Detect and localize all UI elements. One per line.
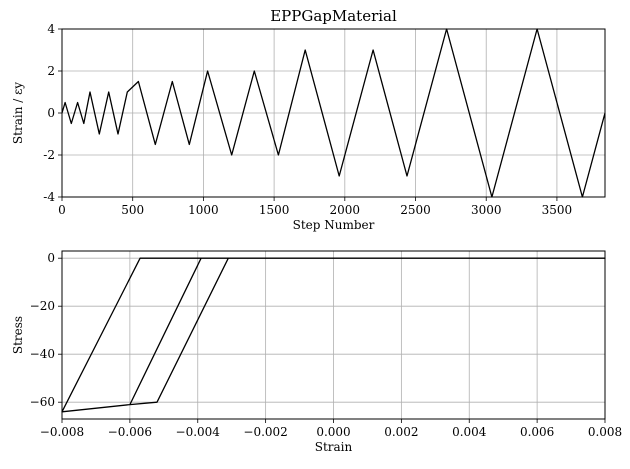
top-y-axis-label: Strain / εy [11, 82, 25, 144]
bottom-subplot: −0.008 −0.006 −0.004 −0.002 0.000 0.002 0.004 0… [11, 250, 622, 454]
bottom-y-axis-label: Stress [11, 316, 25, 354]
y-tick-label: -4 [43, 190, 55, 204]
x-tick-label: −0.008 [40, 425, 84, 439]
x-tick-label: 0.000 [316, 425, 350, 439]
top-x-axis-label: Step Number [293, 218, 375, 232]
y-tick-label: 4 [47, 22, 55, 36]
x-tick-label: 1000 [188, 203, 219, 217]
x-tick-label: −0.002 [243, 425, 287, 439]
y-tick-label: 0 [47, 106, 55, 120]
x-tick-label: −0.006 [108, 425, 152, 439]
x-tick-label: 3500 [542, 203, 573, 217]
y-tick-label: 0 [47, 251, 55, 265]
x-tick-label: 3000 [471, 203, 502, 217]
x-tick-label: −0.004 [176, 425, 221, 439]
stress-strain-line [61, 257, 606, 413]
y-tick-label: −20 [30, 299, 55, 313]
x-tick-label: 500 [121, 203, 144, 217]
y-tick-label: 2 [47, 64, 55, 78]
y-tick-label: −60 [30, 395, 55, 409]
x-tick-label: 0.008 [588, 425, 622, 439]
y-tick-label: −40 [30, 347, 55, 361]
bottom-x-axis-label: Strain [315, 440, 353, 454]
top-subplot: 0 500 1000 1500 2000 2500 3000 3500 -4 -2 0 2 4 EPPG… [11, 7, 606, 232]
x-tick-label: 1500 [259, 203, 290, 217]
strain-history-line [61, 28, 606, 198]
x-tick-label: 0.006 [520, 425, 554, 439]
x-tick-label: 2000 [330, 203, 361, 217]
x-tick-label: 2500 [400, 203, 431, 217]
x-tick-label: 0.004 [452, 425, 487, 439]
y-tick-label: -2 [43, 148, 55, 162]
chart-title: EPPGapMaterial [270, 7, 397, 25]
x-tick-label: 0 [58, 203, 66, 217]
x-tick-label: 0.002 [384, 425, 418, 439]
